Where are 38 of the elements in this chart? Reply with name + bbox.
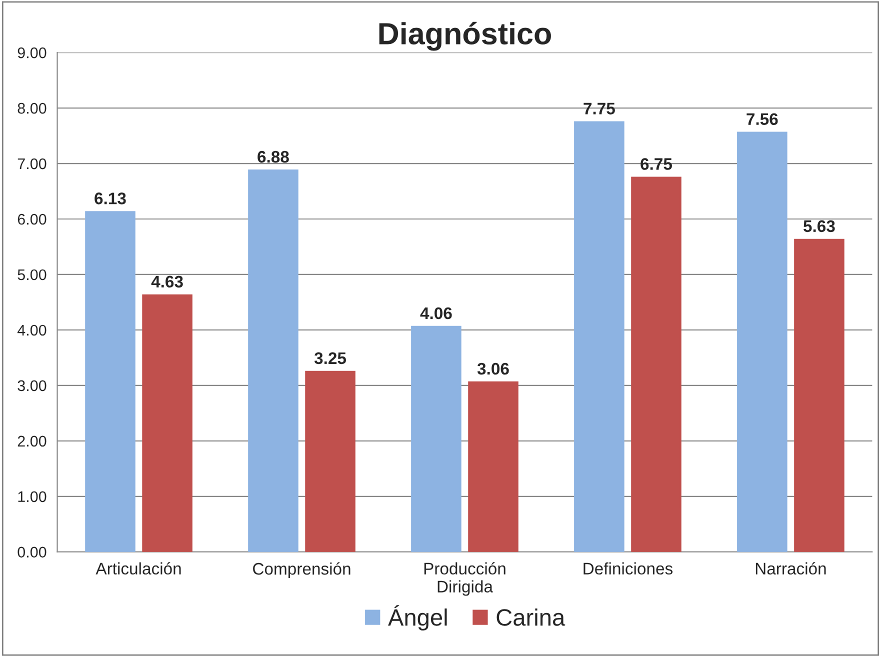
chart-title: Diagnóstico — [379, 22, 551, 51]
y-tick-label: 4.00 — [17, 324, 46, 336]
bar — [248, 169, 298, 552]
y-tick-label: 7.00 — [18, 158, 46, 170]
x-tick-label: Articulación — [96, 562, 181, 575]
bar — [411, 326, 462, 552]
x-tick-label: Definiciones — [584, 562, 673, 575]
y-tick-label: 9.00 — [18, 47, 46, 58]
bar — [631, 176, 682, 552]
bar — [305, 370, 356, 552]
bar — [142, 294, 192, 552]
y-tick-label: 0.00 — [18, 546, 46, 558]
data-label: 5.63 — [804, 220, 835, 232]
bar — [468, 381, 518, 552]
data-label: 4.06 — [420, 307, 452, 320]
x-tick-label: Producción Dirigida — [424, 562, 506, 596]
y-tick-label: 8.00 — [18, 102, 46, 114]
data-label: 6.13 — [94, 192, 126, 204]
y-tick-label: 2.00 — [18, 436, 46, 447]
y-tick-label: 1.00 — [18, 491, 46, 502]
data-label: 4.63 — [151, 276, 183, 288]
y-tick-label: 5.00 — [18, 269, 46, 280]
data-label: 6.88 — [258, 150, 289, 163]
data-label: 6.75 — [640, 158, 672, 170]
x-tick-label: Narración — [756, 562, 826, 575]
legend-label: Carina — [496, 608, 566, 626]
bar — [794, 238, 844, 552]
y-tick-label: 6.00 — [18, 214, 46, 225]
data-label: 3.06 — [477, 362, 509, 375]
data-label: 3.25 — [314, 352, 346, 364]
bar — [574, 121, 624, 552]
bar — [737, 132, 788, 552]
data-label: 7.56 — [746, 113, 778, 125]
data-label: 7.75 — [584, 102, 615, 114]
x-tick-label: Comprensión — [253, 562, 350, 578]
legend-label: Ángel — [388, 605, 447, 630]
y-tick-label: 3.00 — [18, 380, 46, 392]
bar — [85, 211, 136, 552]
